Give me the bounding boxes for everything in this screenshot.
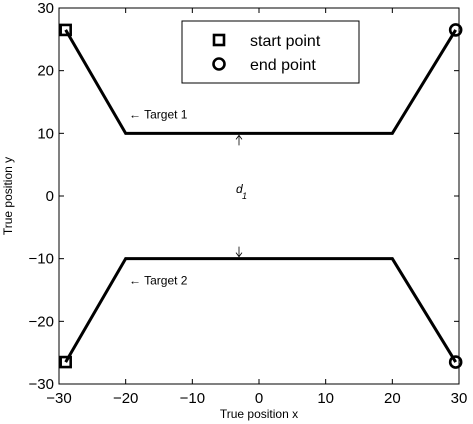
x-tick-label: 20 — [384, 390, 401, 407]
annotations: ← Target 1 ← Target 2 d 1 — [129, 108, 247, 288]
y-tick-label: 20 — [37, 63, 54, 80]
legend-label: start point — [250, 33, 321, 50]
y-tick-label: 30 — [37, 0, 54, 17]
x-tick-label: −20 — [113, 390, 138, 407]
legend-label: end point — [250, 57, 316, 74]
start-point-marker — [59, 355, 72, 369]
legend-circle-marker — [212, 57, 226, 71]
series-line-2 — [64, 257, 457, 363]
y-tick-label: 10 — [37, 125, 54, 142]
y-tick-label: −20 — [29, 313, 54, 330]
x-axis-label: True position x — [220, 407, 298, 421]
x-tick-label: −30 — [46, 390, 71, 407]
distance-arrowhead-down — [235, 252, 243, 258]
distance-arrowhead-up — [235, 134, 243, 140]
x-tick-label: 30 — [451, 390, 468, 407]
target-2-annotation: ← Target 2 — [129, 274, 188, 288]
x-tick-label: 10 — [317, 390, 334, 407]
target-1-annotation: ← Target 1 — [129, 108, 188, 122]
y-tick-label: −30 — [29, 376, 54, 393]
legend: start point end point — [181, 20, 360, 84]
plot-area — [59, 23, 463, 369]
series-line-1 — [64, 29, 457, 135]
end-point-marker — [448, 23, 463, 37]
x-tick-label: −10 — [180, 390, 205, 407]
legend-box — [181, 20, 360, 84]
end-point-marker — [448, 355, 463, 369]
y-axis-label: True position y — [1, 157, 15, 235]
distance-label-subscript: 1 — [242, 191, 247, 201]
x-tick-label: 0 — [255, 390, 263, 407]
y-tick-label: −10 — [29, 251, 54, 268]
y-tick-label: 0 — [46, 188, 54, 205]
distance-label: d — [236, 182, 243, 196]
axis-ticks: −30 −20 −10 0 10 20 30 −30 −20 −10 0 10 20 30 — [29, 0, 468, 407]
legend-square-marker — [212, 33, 226, 47]
start-point-marker — [59, 23, 72, 37]
